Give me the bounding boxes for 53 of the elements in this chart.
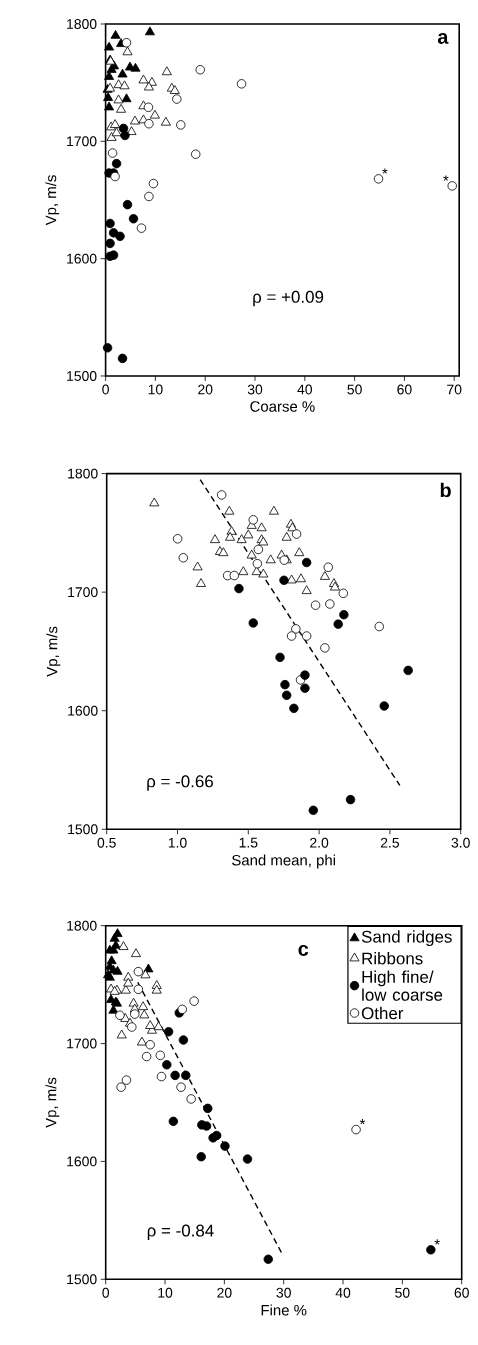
y-tick-label: 1800 [67,19,97,29]
annotation: * [434,1239,440,1245]
x-tick-label: 20 [198,384,213,395]
x-axis-title: Coarse % [250,401,315,412]
x-tick-label: 10 [148,384,163,395]
y-axis-title: Vp, m/s [45,1077,60,1128]
x-tick-label: 0 [102,384,109,395]
x-tick-label: 1.0 [168,837,187,848]
y-tick-label: 1700 [67,136,97,147]
y-tick-label: 1500 [67,371,97,381]
x-tick-label: 0 [102,1287,110,1298]
annotation: * [382,168,388,174]
y-tick-label: 1800 [68,468,98,479]
legend-label: High fine/ low coarse [362,970,443,1001]
x-tick-label: 1.5 [239,837,258,848]
x-tick-label: 70 [447,384,462,395]
y-tick-label: 1800 [67,920,97,931]
x-tick-label: 10 [158,1287,173,1298]
y-tick-label: 1600 [68,705,98,716]
x-tick-label: 60 [397,384,412,395]
x-axis-title: Fine % [261,1304,307,1316]
x-tick-label: 60 [454,1287,469,1298]
x-tick-label: 30 [247,384,263,395]
x-tick-label: 50 [347,384,362,395]
x-tick-label: 3.0 [451,837,470,848]
y-tick-label: 1600 [67,1156,97,1167]
x-tick-label: 40 [335,1287,351,1298]
y-axis-title: Vp, m/s [46,626,61,677]
x-tick-label: 30 [276,1287,291,1298]
annotation: c [298,944,309,956]
x-tick-label: 20 [217,1287,232,1298]
legend-label: Other [361,1006,404,1020]
annotation: * [443,175,449,181]
y-tick-label: 1500 [67,1274,97,1285]
legend-label: Sand ridges [361,930,452,947]
annotation: b [440,482,451,498]
x-tick-label: 40 [297,384,313,395]
legend-label: Ribbons [362,952,423,965]
x-tick-label: 2.5 [380,837,400,848]
y-tick-label: 1600 [67,253,97,264]
x-tick-label: 50 [395,1287,410,1298]
y-tick-label: 1700 [68,587,98,598]
x-tick-label: 2.0 [310,837,329,848]
annotation: a [437,32,449,44]
annotation: * [359,1119,366,1125]
y-tick-label: 1700 [67,1038,97,1049]
annotation: ρ = -0.66 [147,775,213,791]
x-tick-label: 0.5 [97,837,116,848]
annotation: ρ = +0.09 [253,290,324,307]
x-axis-title: Sand mean, phi [232,854,335,869]
y-axis-title: Vp, m/s [45,175,60,226]
y-tick-label: 1500 [68,824,98,835]
annotation: ρ = -0.84 [147,1224,214,1240]
